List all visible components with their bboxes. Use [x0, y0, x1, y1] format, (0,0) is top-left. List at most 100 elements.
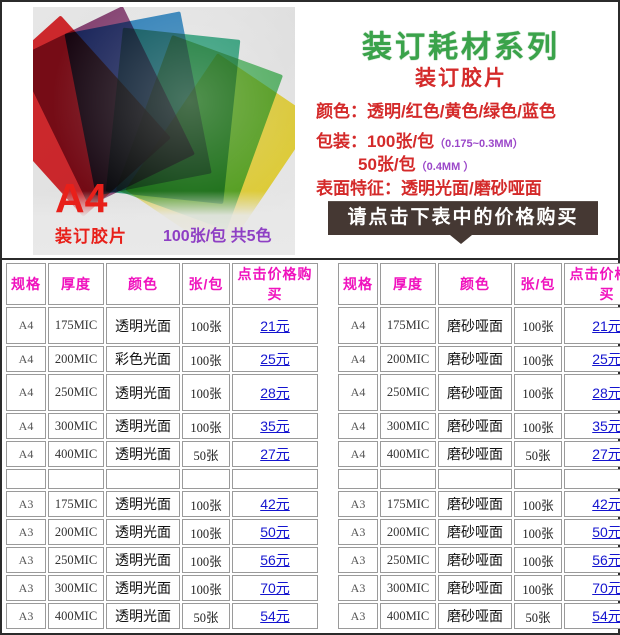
price-link[interactable]: 27元 [592, 446, 620, 462]
spec-packaging-line: 包装：100张/包（0.175~0.3MM） [316, 127, 524, 152]
price-link[interactable]: 50元 [592, 524, 620, 540]
spacer-cell [6, 469, 46, 489]
cell-price[interactable]: 27元 [232, 441, 318, 467]
cell-spec: A4 [338, 413, 378, 439]
cell-price[interactable]: 56元 [564, 547, 620, 573]
table-body-glossy: A4 175MIC 透明光面 100张 21元 A4 200MIC 彩色光面 100张 25元 A4… [6, 307, 318, 629]
price-table-matte: 规格 厚度 颜色 张/包 点击价格购买 A4175MIC磨砂哑面100张21元A… [336, 261, 620, 631]
spec-surface-line: 表面特征：透明光面/磨砂哑面 [316, 179, 542, 198]
price-link[interactable]: 42元 [592, 496, 620, 512]
cell-price[interactable]: 35元 [232, 413, 318, 439]
spacer-cell [48, 469, 104, 489]
table-row: A4 200MIC 磨砂哑面 100张 25元 [338, 346, 620, 372]
cell-quantity: 100张 [182, 547, 230, 573]
cell-spec: A4 [6, 346, 46, 372]
price-link[interactable]: 70元 [260, 580, 290, 596]
table-row: A3 200MIC 透明光面 100张 50元 [6, 519, 318, 545]
spacer-cell [182, 469, 230, 489]
click-price-banner[interactable]: 请点击下表中的价格购买 [328, 201, 598, 235]
cell-spec: A3 [6, 547, 46, 573]
cell-color: 磨砂哑面 [438, 413, 512, 439]
price-link[interactable]: 70元 [592, 580, 620, 596]
table-head-glossy: 规格 厚度 颜色 张/包 点击价格购买 [6, 263, 318, 305]
cell-price[interactable]: 35元 [564, 413, 620, 439]
cell-color: 磨砂哑面 [438, 346, 512, 372]
cell-color: 透明光面 [106, 547, 180, 573]
cell-color: 磨砂哑面 [438, 374, 512, 411]
cell-price[interactable]: 21元 [564, 307, 620, 344]
price-link[interactable]: 28元 [592, 384, 620, 401]
cell-color: 透明光面 [106, 491, 180, 517]
cell-price[interactable]: 50元 [564, 519, 620, 545]
col-header-thickness: 厚度 [48, 263, 104, 305]
cell-quantity: 100张 [514, 413, 562, 439]
col-header-qty: 张/包 [514, 263, 562, 305]
price-link[interactable]: 25元 [260, 351, 290, 367]
cell-price[interactable]: 42元 [232, 491, 318, 517]
cell-thickness: 250MIC [380, 374, 436, 411]
price-link[interactable]: 35元 [260, 418, 290, 434]
cell-price[interactable]: 50元 [232, 519, 318, 545]
cell-spec: A3 [338, 519, 378, 545]
cell-price[interactable]: 25元 [564, 346, 620, 372]
cell-quantity: 50张 [514, 441, 562, 467]
cell-price[interactable]: 28元 [564, 374, 620, 411]
cell-spec: A4 [338, 441, 378, 467]
cell-price[interactable]: 54元 [232, 603, 318, 629]
cell-color: 磨砂哑面 [438, 603, 512, 629]
cell-thickness: 400MIC [48, 441, 104, 467]
price-link[interactable]: 21元 [260, 317, 290, 334]
cell-price[interactable]: 54元 [564, 603, 620, 629]
price-link[interactable]: 21元 [592, 317, 620, 334]
cell-price[interactable]: 56元 [232, 547, 318, 573]
col-header-color: 颜色 [438, 263, 512, 305]
price-table-glossy: 规格 厚度 颜色 张/包 点击价格购买 A4 175MIC 透明光面 100张 21元 A… [4, 261, 320, 631]
cell-color: 透明光面 [106, 413, 180, 439]
price-link[interactable]: 54元 [260, 608, 290, 624]
cell-color: 磨砂哑面 [438, 575, 512, 601]
price-link[interactable]: 27元 [260, 446, 290, 462]
cell-quantity: 100张 [182, 491, 230, 517]
table-row: A3 250MIC 透明光面 100张 56元 [6, 547, 318, 573]
page-subtitle: 装订胶片 [415, 67, 507, 90]
spacer-cell [380, 469, 436, 489]
cell-spec: A4 [338, 346, 378, 372]
cell-thickness: 400MIC [380, 603, 436, 629]
spec-packaging-thickness: （0.175~0.3MM） [434, 138, 524, 150]
cell-color: 磨砂哑面 [438, 307, 512, 344]
price-link[interactable]: 42元 [260, 496, 290, 512]
photo-bottom-fade [33, 191, 295, 255]
cell-color: 透明光面 [106, 374, 180, 411]
cell-price[interactable]: 25元 [232, 346, 318, 372]
table-row: A3 300MIC 透明光面 100张 70元 [6, 575, 318, 601]
table-divider-gap [320, 261, 336, 631]
cell-spec: A4 [6, 374, 46, 411]
cell-price[interactable]: 21元 [232, 307, 318, 344]
cell-price[interactable]: 28元 [232, 374, 318, 411]
cell-spec: A3 [338, 547, 378, 573]
spacer-cell [338, 469, 378, 489]
cell-price[interactable]: 70元 [564, 575, 620, 601]
cell-thickness: 200MIC [380, 346, 436, 372]
price-link[interactable]: 50元 [260, 524, 290, 540]
spacer-cell [232, 469, 318, 489]
table-header-row: 规格 厚度 颜色 张/包 点击价格购买 [6, 263, 318, 305]
cell-price[interactable]: 70元 [232, 575, 318, 601]
cell-thickness: 175MIC [380, 491, 436, 517]
cell-price[interactable]: 27元 [564, 441, 620, 467]
spec-packaging-thickness-2: （0.4MM ） [415, 161, 475, 173]
table-row: A4 175MIC 透明光面 100张 21元 [6, 307, 318, 344]
cell-price[interactable]: 42元 [564, 491, 620, 517]
price-link[interactable]: 35元 [592, 418, 620, 434]
price-link[interactable]: 28元 [260, 384, 290, 401]
table-row: A3 400MIC 磨砂哑面 50张 54元 [338, 603, 620, 629]
price-link[interactable]: 56元 [260, 552, 290, 568]
price-link[interactable]: 56元 [592, 552, 620, 568]
cell-quantity: 100张 [182, 374, 230, 411]
page-title: 装订耗材系列 [362, 31, 560, 64]
spacer-cell [564, 469, 620, 489]
spacer-cell [438, 469, 512, 489]
price-link[interactable]: 25元 [592, 351, 620, 367]
cell-thickness: 300MIC [380, 413, 436, 439]
price-link[interactable]: 54元 [592, 608, 620, 624]
